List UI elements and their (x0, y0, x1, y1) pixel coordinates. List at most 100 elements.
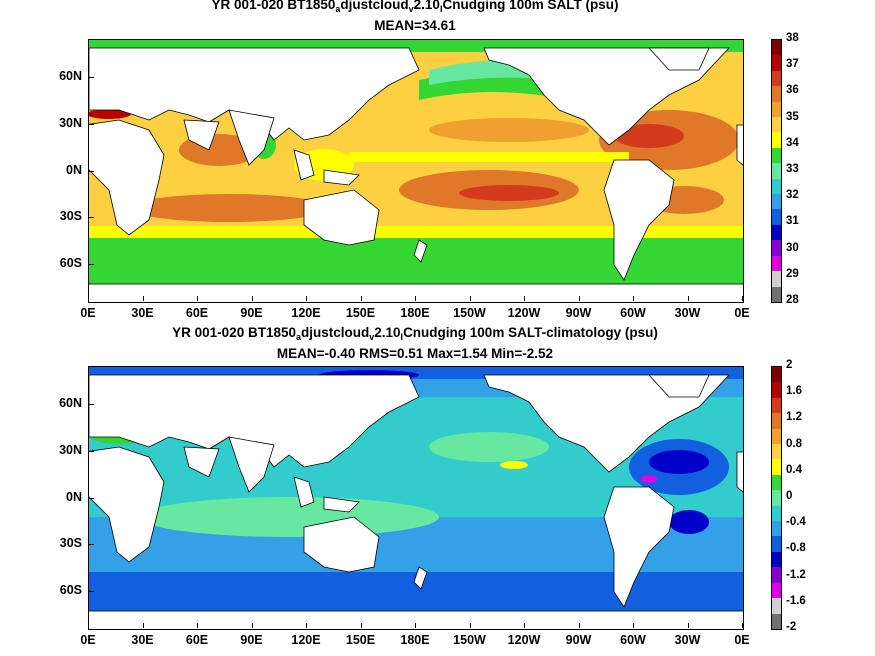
lat-tick (89, 451, 94, 452)
colorbar-swatch (772, 194, 781, 210)
colorbar-label: 31 (786, 215, 799, 228)
lat-tick-label: 30N (59, 443, 82, 457)
colorbar-label: 29 (786, 267, 799, 280)
bottom-colorbar (771, 366, 782, 630)
lon-tick-label: 60E (185, 306, 209, 320)
lon-tick (578, 623, 580, 628)
lon-tick (742, 623, 743, 628)
lon-tick-label: 150W (453, 306, 486, 320)
lon-tick (415, 296, 416, 301)
lon-tick-label: 90E (240, 633, 263, 647)
lon-tick (415, 623, 416, 628)
colorbar-label: 32 (786, 189, 799, 202)
lat-tick-label: 30N (59, 116, 82, 130)
lon-tick-label: 150W (453, 633, 486, 647)
colorbar-label: -2 (786, 621, 797, 633)
lon-tick (524, 623, 525, 628)
lat-tick (89, 77, 94, 78)
colorbar-swatch (772, 397, 781, 414)
bottom-map-title: YR 001-020 BT1850adjustcloudv2.10ICnudgi… (172, 325, 658, 342)
lon-tick (469, 296, 471, 301)
lon-tick-label: 120E (291, 633, 321, 647)
lon-tick-label: 180E (400, 633, 430, 647)
lon-tick-label: 90W (565, 633, 592, 647)
bottom-map-stats: MEAN=-0.40 RMS=0.51 Max=1.54 Min=-2.52 (276, 346, 554, 361)
colorbar-swatch (772, 582, 781, 599)
colorbar-swatch (772, 367, 781, 383)
lat-tick-label: 60S (59, 583, 82, 597)
lat-tick (89, 217, 94, 218)
lon-tick (633, 296, 634, 301)
lon-tick-label: 150E (345, 633, 376, 647)
lon-tick-label: 120W (507, 306, 541, 320)
colorbar-swatch (772, 598, 781, 614)
colorbar-swatch (772, 474, 781, 491)
colorbar-label: 38 (786, 32, 799, 44)
salinity-map (88, 39, 744, 303)
colorbar-label: 0 (786, 490, 793, 502)
colorbar-swatch (772, 163, 781, 179)
lat-tick-label: 0N (66, 490, 82, 504)
lon-tick-label: 0E (734, 306, 750, 320)
colorbar-swatch (772, 551, 781, 568)
lon-tick-label: 90E (240, 306, 263, 320)
lon-tick (251, 296, 253, 301)
lon-tick (251, 623, 253, 628)
colorbar-swatch (772, 101, 781, 118)
colorbar-label: -0.8 (786, 542, 806, 555)
lon-tick-label: 90W (565, 306, 592, 320)
colorbar-swatch (772, 117, 781, 133)
colorbar-swatch (772, 132, 781, 148)
lon-tick (306, 296, 307, 301)
colorbar-swatch (772, 86, 781, 102)
colorbar-label: 28 (786, 294, 799, 306)
colorbar-label: 2 (786, 359, 793, 371)
colorbar-swatch (772, 567, 781, 583)
colorbar-label: -1.2 (786, 568, 806, 581)
lon-tick (360, 296, 362, 301)
colorbar-label: 1.2 (786, 411, 802, 424)
lat-tick (89, 498, 94, 499)
lat-tick-label: 60N (59, 69, 82, 83)
colorbar-swatch (772, 490, 781, 506)
lon-tick (633, 623, 634, 628)
lat-tick-label: 30S (59, 209, 82, 223)
colorbar-swatch (772, 40, 781, 56)
colorbar-swatch (772, 178, 781, 195)
lon-tick-label: 150E (345, 306, 376, 320)
colorbar-label: 34 (786, 136, 799, 149)
colorbar-swatch (772, 428, 781, 445)
colorbar-label: 36 (786, 84, 799, 97)
lon-tick (687, 296, 689, 301)
lon-tick-label: 30W (674, 633, 701, 647)
colorbar-swatch (772, 55, 781, 71)
colorbar-label: 33 (786, 163, 799, 175)
lon-tick (88, 296, 89, 301)
lat-tick (89, 171, 94, 172)
colorbar-swatch (772, 413, 781, 429)
lon-tick (687, 623, 689, 628)
colorbar-swatch (772, 286, 781, 302)
lon-tick (360, 623, 362, 628)
lat-tick (89, 264, 94, 265)
lon-tick-label: 30W (674, 306, 701, 320)
colorbar-swatch (772, 536, 781, 552)
colorbar-label: 30 (786, 241, 799, 254)
colorbar-swatch (772, 209, 781, 225)
top-map-title: YR 001-020 BT1850adjustcloudv2.10ICnudgi… (211, 0, 619, 14)
lon-tick-label: 120W (507, 633, 541, 647)
colorbar-label: 0.8 (786, 437, 802, 450)
colorbar-swatch (772, 271, 781, 287)
colorbar-swatch (772, 459, 781, 475)
lon-tick (197, 296, 198, 301)
lat-tick (89, 404, 94, 405)
colorbar-swatch (772, 505, 781, 522)
lat-tick (89, 124, 94, 125)
lon-tick (306, 623, 307, 628)
colorbar-label: -0.4 (786, 516, 806, 529)
colorbar-label: 37 (786, 58, 799, 71)
colorbar-swatch (772, 70, 781, 87)
top-map-stats: MEAN=34.61 (374, 18, 456, 33)
top-colorbar (771, 39, 782, 303)
colorbar-label: 0.4 (786, 463, 802, 476)
